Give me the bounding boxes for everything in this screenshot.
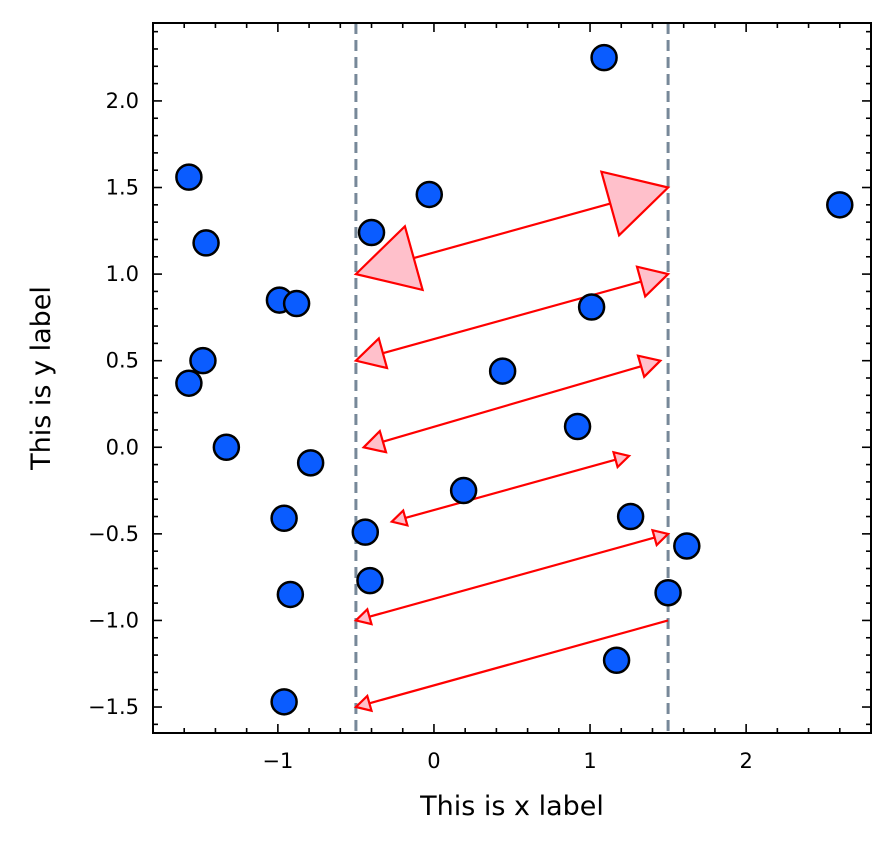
x-tick-label-3: 2 <box>739 749 752 773</box>
point-18 <box>351 518 380 546</box>
arrow-2-head-start <box>636 354 663 379</box>
y-tick-label-1: −1.0 <box>88 608 139 632</box>
x-axis-label: This is x label <box>419 791 604 822</box>
y-tick-label-0: −1.5 <box>88 695 139 719</box>
point-20 <box>356 566 384 595</box>
point-13 <box>212 433 241 462</box>
point-21 <box>654 578 682 607</box>
point-16 <box>616 502 645 531</box>
x-tick-label-0: −1 <box>262 749 293 773</box>
arrow-4-head-start <box>650 528 671 548</box>
arrow-3-head-start <box>611 450 632 470</box>
y-axis-label: This is y label <box>26 286 57 471</box>
x-tick-label-1: 0 <box>427 749 440 773</box>
point-5 <box>192 229 220 257</box>
arrow-2-head-end <box>361 429 388 454</box>
axis-ticks <box>152 23 872 733</box>
arrow-5-head-end <box>353 693 374 713</box>
arrow-5-shaft <box>369 619 669 705</box>
y-tick-label-2: −0.5 <box>88 522 139 546</box>
point-12 <box>563 412 592 441</box>
point-9 <box>189 346 217 375</box>
arrow-0-head-start <box>599 170 671 238</box>
annotation-arrows <box>353 170 671 713</box>
x-tick-labels: −1 0 1 2 <box>262 749 752 773</box>
point-24 <box>270 688 298 716</box>
point-0 <box>590 43 618 72</box>
point-10 <box>488 357 517 385</box>
y-tick-label-5: 1.0 <box>106 262 139 286</box>
scatter-points <box>175 43 854 716</box>
point-23 <box>602 646 631 675</box>
point-22 <box>276 580 305 609</box>
point-8 <box>577 293 606 321</box>
y-tick-labels: −1.5 −1.0 −0.5 0.0 0.5 1.0 1.5 2.0 <box>88 89 139 719</box>
arrow-0-head-end <box>353 224 425 292</box>
y-tick-label-4: 0.5 <box>106 349 139 373</box>
arrow-4-shaft <box>369 536 655 618</box>
arrow-0-shaft <box>413 202 611 260</box>
arrow-3-head-end <box>389 508 409 527</box>
point-1 <box>175 163 203 191</box>
arrow-1-head-start <box>635 265 671 299</box>
point-11 <box>175 369 203 397</box>
y-tick-label-7: 2.0 <box>106 89 139 113</box>
arrow-2-shaft <box>382 365 642 443</box>
y-tick-label-3: 0.0 <box>106 435 139 459</box>
point-7 <box>282 289 311 318</box>
arrow-4-head-end <box>353 607 374 626</box>
point-3 <box>826 191 854 219</box>
point-4 <box>357 218 386 247</box>
arrow-3-shaft <box>405 458 616 520</box>
arrow-1-head-end <box>353 336 389 370</box>
point-14 <box>296 449 325 477</box>
y-tick-label-6: 1.5 <box>106 176 139 200</box>
point-19 <box>673 532 701 560</box>
point-2 <box>415 180 444 209</box>
arrow-1-shaft <box>382 280 642 355</box>
point-17 <box>270 504 298 533</box>
point-15 <box>449 476 478 505</box>
x-tick-label-2: 1 <box>583 749 596 773</box>
